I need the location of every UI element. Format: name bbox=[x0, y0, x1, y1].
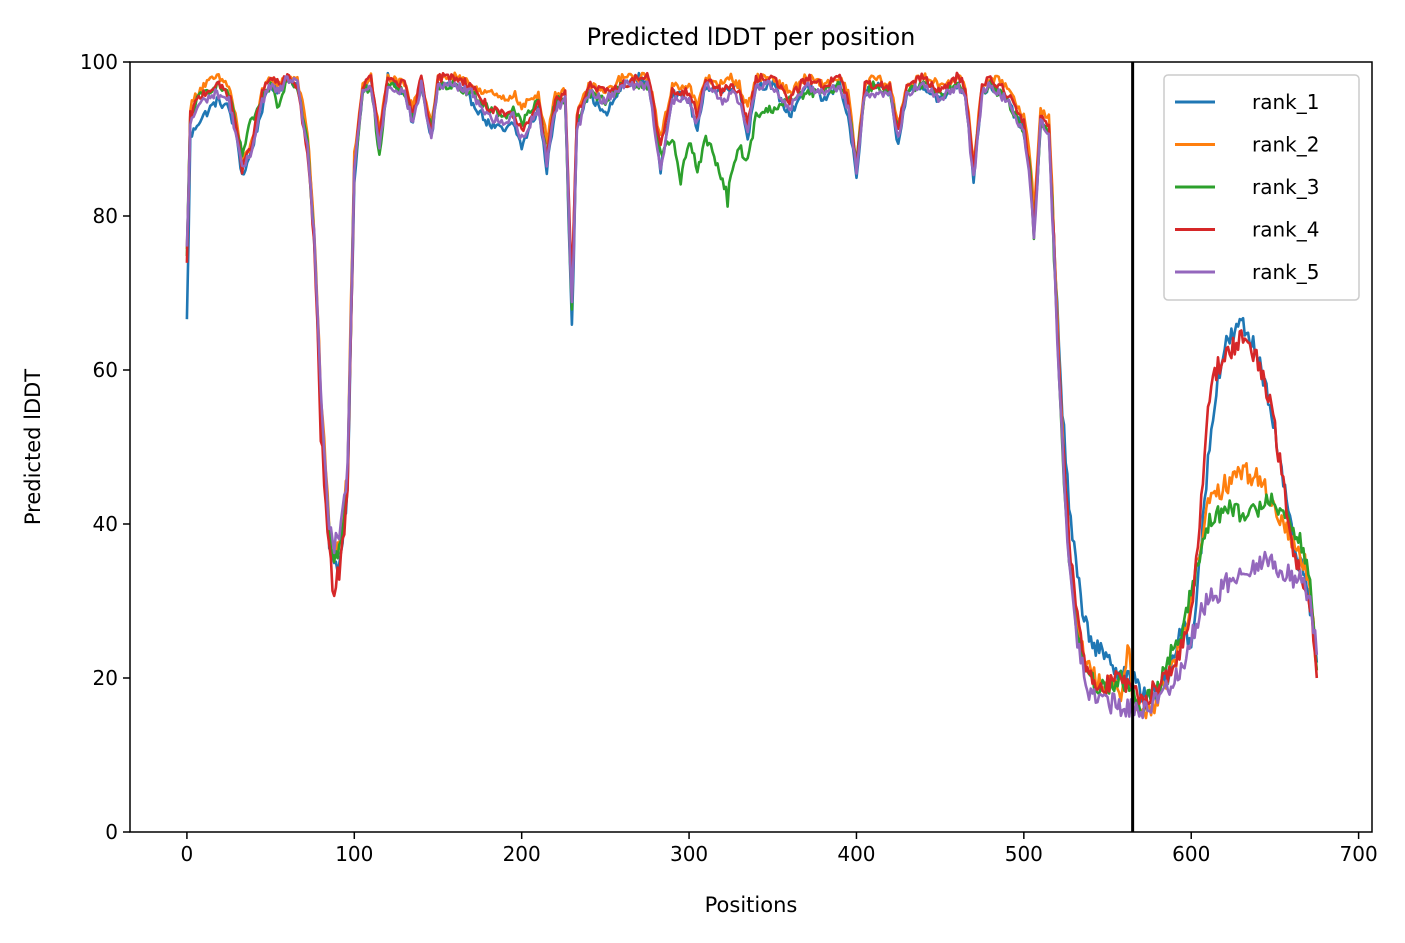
chart-title: Predicted lDDT per position bbox=[587, 23, 916, 51]
y-tick-label: 100 bbox=[80, 50, 118, 74]
y-tick-label: 80 bbox=[93, 204, 118, 228]
x-tick-label: 700 bbox=[1340, 842, 1378, 866]
legend-label-rank_3: rank_3 bbox=[1252, 175, 1319, 199]
y-axis: 0 20 40 60 80 100 bbox=[80, 50, 130, 844]
x-tick-label: 300 bbox=[670, 842, 708, 866]
x-tick-label: 400 bbox=[837, 842, 875, 866]
series-layer bbox=[185, 71, 1319, 720]
legend: rank_1 rank_2 rank_3 rank_4 rank_5 bbox=[1163, 74, 1360, 301]
y-tick-label: 40 bbox=[93, 512, 118, 536]
x-tick-label: 600 bbox=[1172, 842, 1210, 866]
y-tick-label: 20 bbox=[93, 666, 118, 690]
series-line-rank_4 bbox=[185, 71, 1319, 710]
legend-label-rank_1: rank_1 bbox=[1252, 90, 1319, 114]
legend-label-rank_2: rank_2 bbox=[1252, 133, 1319, 157]
legend-label-rank_4: rank_4 bbox=[1252, 218, 1319, 242]
x-tick-label: 100 bbox=[335, 842, 373, 866]
series-line-rank_5 bbox=[185, 75, 1319, 720]
legend-label-rank_5: rank_5 bbox=[1252, 260, 1319, 284]
y-axis-label: Predicted lDDT bbox=[21, 369, 45, 525]
y-tick-label: 0 bbox=[105, 820, 118, 844]
plot-frame bbox=[129, 61, 1373, 833]
x-tick-label: 200 bbox=[503, 842, 541, 866]
legend-box bbox=[1163, 74, 1360, 301]
x-axis: 0 100 200 300 400 500 600 700 bbox=[181, 832, 1378, 866]
x-tick-label: 0 bbox=[181, 842, 194, 866]
x-tick-label: 500 bbox=[1005, 842, 1043, 866]
y-tick-label: 60 bbox=[93, 358, 118, 382]
x-axis-label: Positions bbox=[705, 893, 798, 917]
